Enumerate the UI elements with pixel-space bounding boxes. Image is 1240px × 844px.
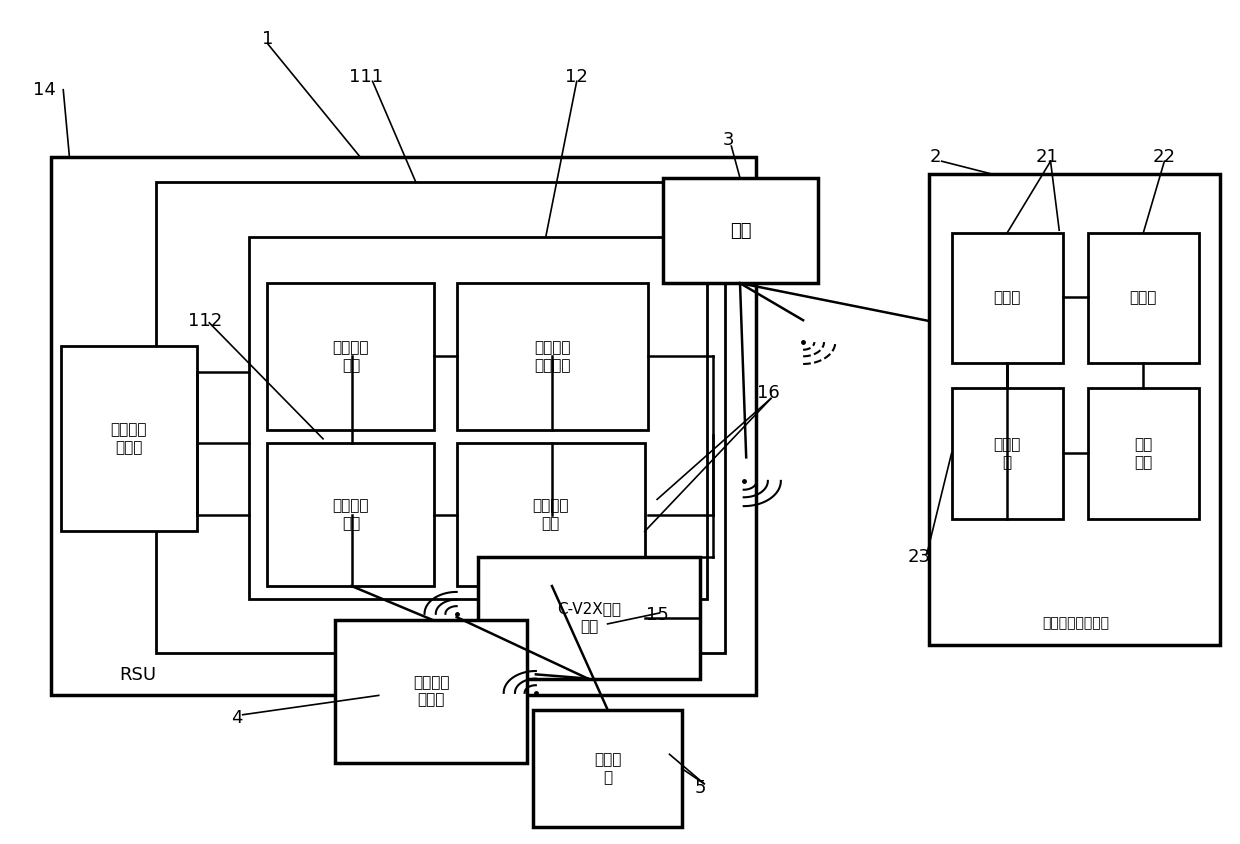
Text: 112: 112 <box>188 312 223 330</box>
FancyBboxPatch shape <box>477 556 701 679</box>
FancyBboxPatch shape <box>929 174 1220 645</box>
Text: RSU: RSU <box>119 666 156 684</box>
Text: 合流信息采集设备: 合流信息采集设备 <box>1042 617 1109 630</box>
FancyBboxPatch shape <box>663 178 818 284</box>
FancyBboxPatch shape <box>249 237 707 598</box>
FancyBboxPatch shape <box>1087 388 1199 519</box>
Text: 16: 16 <box>758 383 780 402</box>
FancyBboxPatch shape <box>268 443 434 586</box>
FancyBboxPatch shape <box>61 346 197 532</box>
Text: 计数器: 计数器 <box>1130 290 1157 306</box>
FancyBboxPatch shape <box>456 443 645 586</box>
Text: 14: 14 <box>33 81 56 99</box>
Text: 请求处理
单元: 请求处理 单元 <box>532 498 569 531</box>
Text: 4: 4 <box>231 709 242 728</box>
Text: 5: 5 <box>694 779 706 797</box>
Text: C-V2X通信
模块: C-V2X通信 模块 <box>557 602 621 634</box>
FancyBboxPatch shape <box>456 284 649 430</box>
Text: 传感器: 传感器 <box>993 290 1021 306</box>
Text: 3: 3 <box>723 131 734 149</box>
FancyBboxPatch shape <box>268 284 434 430</box>
FancyBboxPatch shape <box>336 619 527 763</box>
FancyBboxPatch shape <box>1087 233 1199 363</box>
FancyBboxPatch shape <box>156 182 725 653</box>
Text: 通行号码
池单元: 通行号码 池单元 <box>110 423 148 455</box>
Text: 传输模
块: 传输模 块 <box>993 437 1021 470</box>
Text: 22: 22 <box>1153 148 1176 166</box>
FancyBboxPatch shape <box>533 710 682 827</box>
Text: 23: 23 <box>908 548 931 565</box>
Text: 主路控制
单元: 主路控制 单元 <box>332 341 370 373</box>
FancyBboxPatch shape <box>51 157 756 695</box>
Text: 通行顺序
决策单元: 通行顺序 决策单元 <box>534 341 570 373</box>
Text: 匝道控制
单元: 匝道控制 单元 <box>332 498 370 531</box>
Text: 1: 1 <box>262 30 273 48</box>
Text: 匝道车
辆: 匝道车 辆 <box>594 752 621 785</box>
Text: 电源
模块: 电源 模块 <box>1135 437 1152 470</box>
Text: 基站: 基站 <box>730 222 751 240</box>
Text: 21: 21 <box>1035 148 1058 166</box>
Text: 主路最外
侧车辆: 主路最外 侧车辆 <box>413 675 450 707</box>
Text: 15: 15 <box>646 607 668 625</box>
FancyBboxPatch shape <box>951 388 1063 519</box>
Text: 111: 111 <box>350 68 383 86</box>
FancyBboxPatch shape <box>951 233 1063 363</box>
Text: 12: 12 <box>565 68 588 86</box>
Text: 2: 2 <box>930 148 941 166</box>
